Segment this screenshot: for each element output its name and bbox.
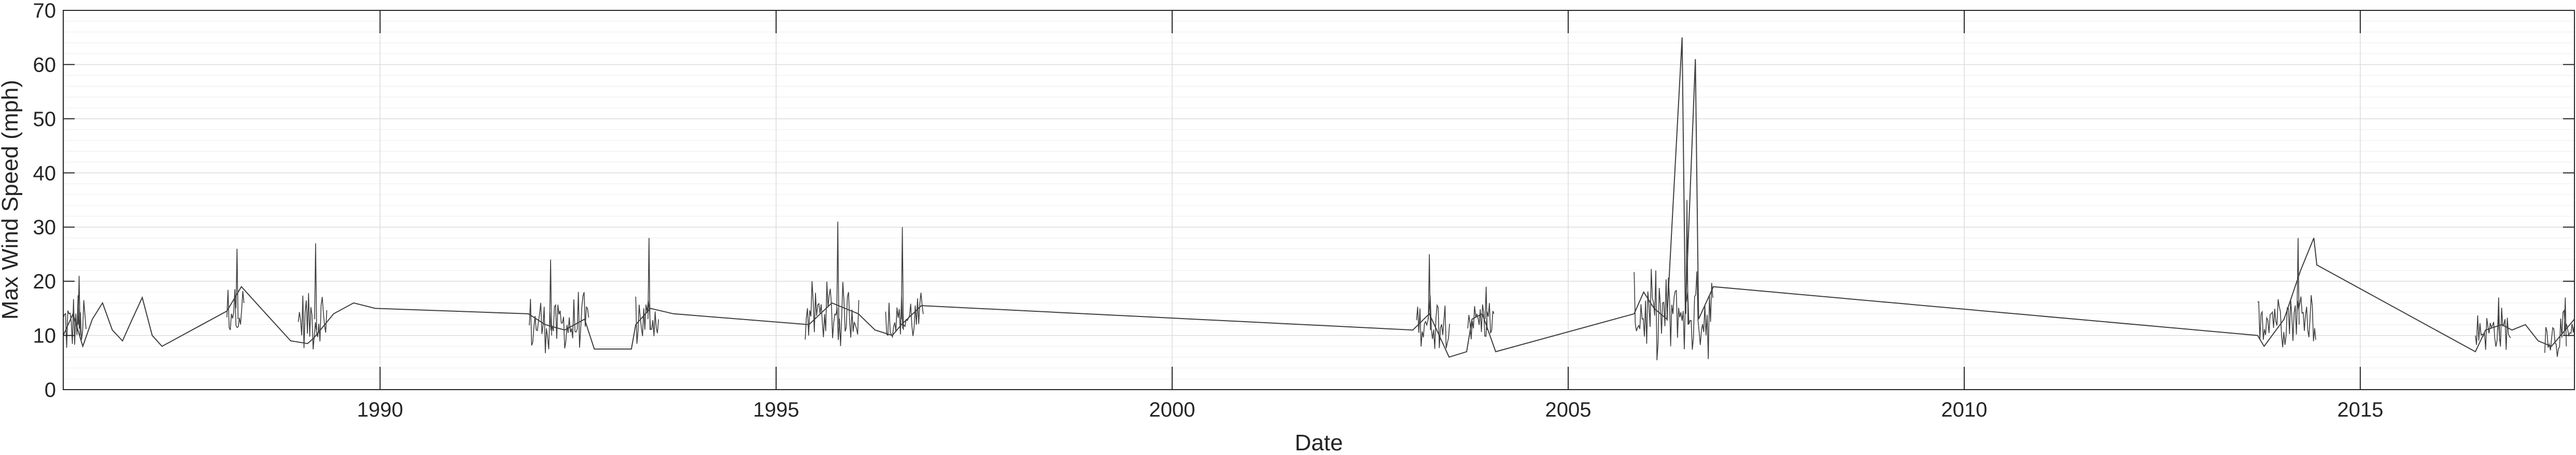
minor-grid [63, 21, 2574, 379]
y-tick-label: 50 [33, 108, 57, 131]
y-tick-label: 20 [33, 270, 57, 293]
y-tick-label: 40 [33, 162, 57, 185]
series-noise-burst [1467, 286, 1495, 339]
plot-area [63, 10, 2575, 390]
series-noise-burst [2475, 297, 2511, 350]
x-tick-label: 1995 [753, 398, 799, 421]
x-tick-label: 1990 [357, 398, 403, 421]
y-tick-label: 70 [33, 0, 57, 22]
axes-background [63, 10, 2574, 390]
series-noise-burst [1634, 200, 1713, 361]
x-axis-label: Date [1295, 430, 1343, 455]
series-noise-burst [529, 259, 589, 353]
series-noise-burst [226, 249, 245, 330]
series-noise-burst [298, 243, 328, 350]
series-noise-burst [1416, 254, 1450, 349]
y-axis-label: Max Wind Speed (mph) [0, 80, 23, 320]
x-tick-label: 2000 [1149, 398, 1195, 421]
series-noise-burst [2257, 238, 2316, 348]
series-noise-burst [2544, 297, 2575, 357]
y-tick-label: 10 [33, 325, 57, 348]
y-tick-label: 60 [33, 53, 57, 76]
x-tick-labels: 1990 1995 2000 2005 2010 2015 [357, 398, 2384, 421]
tick-marks [63, 10, 2574, 390]
y-tick-labels: 0 10 20 30 40 50 60 70 [33, 0, 57, 402]
x-tick-label: 2005 [1545, 398, 1591, 421]
x-tick-label: 2010 [1941, 398, 1987, 421]
x-tick-label: 2015 [2337, 398, 2383, 421]
series-noise-burst [635, 238, 659, 344]
y-tick-label: 30 [33, 216, 57, 239]
y-tick-label: 0 [45, 379, 56, 402]
axes-box [63, 10, 2575, 390]
series-noise-burst [885, 227, 924, 339]
data-layer [63, 37, 2575, 361]
series-noise-burst [805, 222, 860, 347]
